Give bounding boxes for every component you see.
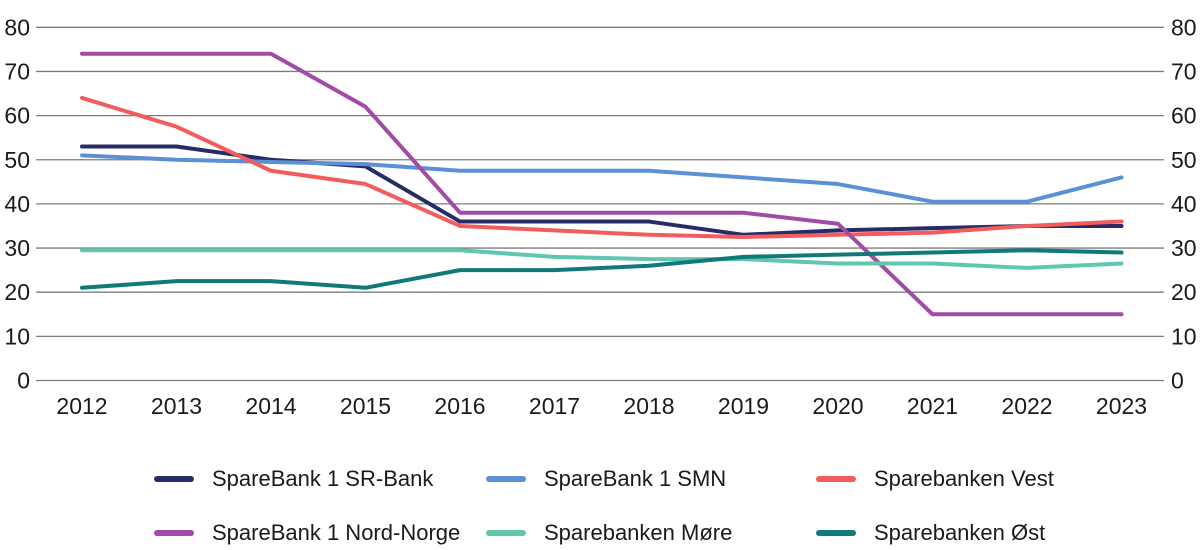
- x-tick-label: 2023: [1096, 393, 1147, 419]
- legend-label: SpareBank 1 SR-Bank: [212, 466, 434, 491]
- y-tick-label-left: 70: [4, 58, 30, 84]
- y-tick-label-left: 60: [4, 103, 30, 129]
- y-tick-label-right: 10: [1171, 323, 1197, 349]
- y-tick-label-right: 70: [1171, 58, 1197, 84]
- x-tick-label: 2012: [56, 393, 107, 419]
- series-line-0: [80, 144, 1124, 237]
- legend-label: Sparebanken Øst: [874, 520, 1046, 545]
- chart-legend: SpareBank 1 SR-Bank SpareBank 1 SMN Spareb…: [0, 466, 1200, 546]
- y-tick-label-right: 0: [1171, 368, 1184, 394]
- legend-label: SpareBank 1 Nord-Norge: [212, 520, 461, 545]
- legend-item-3: SpareBank 1 Nord-Norge: [154, 520, 486, 546]
- x-tick-label: 2016: [434, 393, 485, 419]
- legend-label: SpareBank 1 SMN: [544, 466, 727, 491]
- y-tick-label-right: 80: [1171, 14, 1197, 40]
- y-tick-label-right: 60: [1171, 103, 1197, 129]
- y-tick-label-right: 20: [1171, 279, 1197, 305]
- x-tick-label: 2019: [718, 393, 769, 419]
- y-tick-label-left: 50: [4, 147, 30, 173]
- legend-item-1: SpareBank 1 SMN: [486, 466, 816, 492]
- y-tick-label-right: 50: [1171, 147, 1197, 173]
- legend-item-2: Sparebanken Vest: [816, 466, 1054, 492]
- x-tick-label: 2014: [245, 393, 296, 419]
- series-line-3: [80, 51, 1124, 317]
- legend-item-0: SpareBank 1 SR-Bank: [154, 466, 486, 492]
- legend-swatch-icon: [486, 476, 526, 482]
- legend-item-4: Sparebanken Møre: [486, 520, 816, 546]
- legend-swatch-icon: [486, 530, 526, 536]
- x-tick-label: 2021: [907, 393, 958, 419]
- series-line-1: [80, 153, 1124, 204]
- y-tick-label-left: 30: [4, 235, 30, 261]
- x-tick-label: 2015: [340, 393, 391, 419]
- legend-label: Sparebanken Møre: [544, 520, 733, 545]
- y-tick-label-left: 10: [4, 323, 30, 349]
- legend-item-5: Sparebanken Øst: [816, 520, 1046, 546]
- legend-swatch-icon: [816, 476, 856, 482]
- y-tick-label-right: 30: [1171, 235, 1197, 261]
- legend-swatch-icon: [154, 530, 194, 536]
- x-tick-label: 2022: [1001, 393, 1052, 419]
- legend-swatch-icon: [154, 476, 194, 482]
- y-tick-label-left: 20: [4, 279, 30, 305]
- series-line-5: [80, 248, 1124, 290]
- series-line-4: [80, 248, 1124, 270]
- series-line-2: [80, 95, 1124, 240]
- x-tick-label: 2017: [529, 393, 580, 419]
- x-tick-label: 2018: [623, 393, 674, 419]
- y-tick-label-right: 40: [1171, 191, 1197, 217]
- y-tick-label-left: 80: [4, 14, 30, 40]
- x-tick-label: 2020: [812, 393, 863, 419]
- y-tick-label-left: 0: [17, 368, 30, 394]
- x-tick-label: 2013: [151, 393, 202, 419]
- y-tick-label-left: 40: [4, 191, 30, 217]
- legend-label: Sparebanken Vest: [874, 466, 1054, 491]
- legend-swatch-icon: [816, 530, 856, 536]
